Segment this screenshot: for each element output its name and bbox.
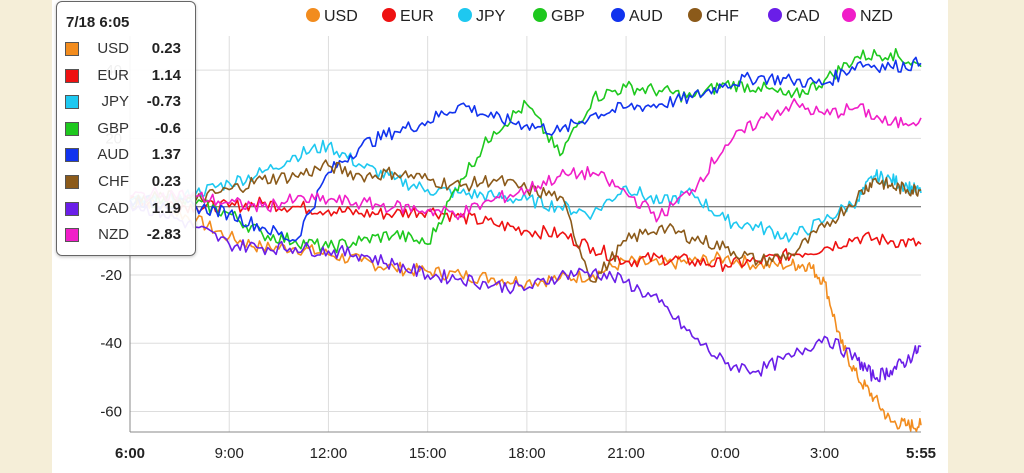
tooltip-currency-value: -0.6 [155, 119, 181, 137]
tooltip-currency-name: EUR [97, 66, 129, 84]
x-tick-label: 15:00 [409, 445, 447, 462]
legend-label: JPY [476, 8, 506, 25]
tooltip-row-usd: USD 0.23 [57, 40, 197, 60]
tooltip-row-jpy: JPY -0.73 [57, 93, 197, 113]
series-lines [129, 48, 922, 433]
tooltip-currency-value: 1.14 [151, 66, 181, 84]
tooltip-row-chf: CHF 0.23 [57, 173, 197, 193]
legend-item-aud[interactable]: AUD [611, 8, 663, 25]
series-line-cad [129, 203, 922, 383]
tooltip-swatch [65, 68, 79, 83]
tooltip-currency-value: 0.23 [151, 173, 181, 190]
tooltip-row-gbp: GBP -0.6 [57, 120, 197, 140]
x-tick-label: 12:00 [310, 445, 348, 462]
legend-label: USD [324, 8, 358, 25]
tooltip-swatch [65, 95, 79, 110]
tooltip-currency-value: 1.37 [151, 146, 181, 164]
legend-marker [842, 8, 856, 22]
legend-marker [533, 8, 547, 22]
x-tick-label: 0:00 [711, 445, 740, 462]
axes: 6:00 9:00 12:00 15:00 18:00 21:00 0:00 3:00 5:55… [100, 36, 936, 462]
tooltip-swatch [65, 201, 79, 216]
series-line-jpy [129, 139, 922, 243]
legend-item-gbp[interactable]: GBP [533, 8, 585, 25]
series-line-gbp [129, 48, 922, 254]
legend[interactable]: USD EUR JPY GBP AUD CHF CAD NZD [306, 8, 893, 25]
legend-label: NZD [860, 8, 893, 25]
x-tick-label: 6:00 [115, 445, 145, 462]
legend-label: CAD [786, 8, 820, 25]
legend-item-eur[interactable]: EUR [382, 8, 434, 25]
tooltip-currency-value: -0.73 [146, 93, 181, 111]
x-tick-label: 18:00 [508, 445, 546, 462]
series-line-eur [129, 195, 922, 272]
legend-item-nzd[interactable]: NZD [842, 8, 893, 25]
legend-marker [382, 8, 396, 22]
tooltip-currency-value: 0.23 [151, 40, 181, 57]
legend-item-chf[interactable]: CHF [688, 8, 739, 25]
legend-marker [611, 8, 625, 22]
series-line-nzd [129, 98, 922, 223]
legend-label: EUR [400, 8, 434, 25]
y-tick-label: -20 [100, 267, 122, 284]
legend-item-cad[interactable]: CAD [768, 8, 820, 25]
tooltip-swatch [65, 175, 79, 189]
x-tick-label: 21:00 [607, 445, 645, 462]
series-line-chf [129, 159, 922, 283]
tooltip-currency-name: CAD [97, 199, 129, 217]
tooltip-currency-name: GBP [97, 119, 129, 137]
legend-marker [458, 8, 472, 22]
x-tick-label: 3:00 [810, 445, 839, 462]
tooltip-currency-value: 1.19 [151, 199, 181, 217]
tooltip-currency-name: AUD [97, 146, 129, 164]
tooltip-row-eur: EUR 1.14 [57, 67, 197, 87]
tooltip-currency-name: NZD [98, 226, 129, 244]
legend-label: AUD [629, 8, 663, 25]
tooltip-swatch [65, 42, 79, 56]
tooltip-swatch [65, 148, 79, 163]
tooltip-row-cad: CAD 1.19 [57, 200, 197, 220]
x-tick-label: 9:00 [215, 445, 244, 462]
grid [130, 36, 921, 432]
legend-marker [768, 8, 782, 22]
legend-marker [306, 8, 320, 22]
y-tick-label: -60 [100, 404, 122, 421]
legend-label: CHF [706, 8, 739, 25]
tooltip-swatch [65, 228, 79, 243]
tooltip-row-aud: AUD 1.37 [57, 146, 197, 166]
tooltip: 7/18 6:05 USD 0.23 EUR 1.14 JPY -0.73 GBP -0.6 A… [56, 1, 196, 256]
legend-marker [688, 8, 702, 22]
tooltip-time: 7/18 6:05 [66, 14, 130, 31]
series-line-aud [129, 56, 922, 243]
tooltip-swatch [65, 121, 79, 136]
legend-item-jpy[interactable]: JPY [458, 8, 506, 25]
x-tick-label: 5:55 [906, 445, 936, 462]
legend-label: GBP [551, 8, 585, 25]
y-tick-label: -40 [100, 335, 122, 352]
tooltip-row-nzd: NZD -2.83 [57, 226, 197, 246]
tooltip-currency-name: CHF [98, 173, 129, 190]
tooltip-currency-name: USD [97, 40, 129, 57]
tooltip-currency-value: -2.83 [146, 226, 181, 244]
legend-item-usd[interactable]: USD [306, 8, 358, 25]
tooltip-currency-name: JPY [101, 93, 129, 111]
